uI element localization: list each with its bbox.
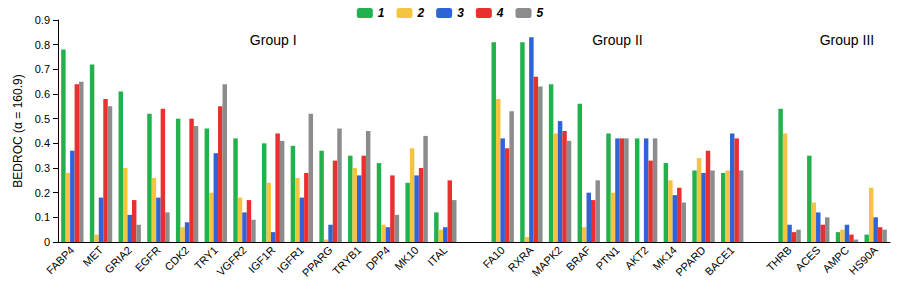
svg-text:MK14: MK14 xyxy=(650,243,680,273)
svg-text:ITAL: ITAL xyxy=(425,244,449,268)
svg-text:EGFR: EGFR xyxy=(133,244,163,274)
svg-text:4: 4 xyxy=(496,6,504,20)
svg-text:1: 1 xyxy=(378,6,385,20)
svg-text:PPARG: PPARG xyxy=(300,244,335,279)
svg-text:Group III: Group III xyxy=(820,32,874,48)
svg-text:CDK2: CDK2 xyxy=(162,244,191,273)
svg-text:AMPC: AMPC xyxy=(820,244,851,275)
svg-text:0: 0 xyxy=(44,236,50,248)
svg-text:MET: MET xyxy=(80,244,105,269)
svg-text:5: 5 xyxy=(537,6,544,20)
svg-text:TRYB1: TRYB1 xyxy=(330,244,363,277)
svg-text:3: 3 xyxy=(457,6,464,20)
svg-text:MK10: MK10 xyxy=(392,244,421,273)
svg-text:Group I: Group I xyxy=(250,32,297,48)
svg-text:FA10: FA10 xyxy=(480,244,507,271)
svg-text:PTN1: PTN1 xyxy=(593,244,621,272)
svg-text:2: 2 xyxy=(416,6,424,20)
svg-text:0.9: 0.9 xyxy=(35,14,50,26)
svg-text:DPP4: DPP4 xyxy=(363,244,392,273)
svg-text:ACES: ACES xyxy=(793,244,823,274)
svg-text:0.8: 0.8 xyxy=(35,39,50,51)
svg-text:HS90A: HS90A xyxy=(847,243,881,277)
svg-text:GRIA2: GRIA2 xyxy=(102,244,134,276)
svg-text:FABP4: FABP4 xyxy=(44,244,77,277)
svg-text:Group II: Group II xyxy=(592,32,643,48)
svg-text:RXRA: RXRA xyxy=(505,243,536,274)
svg-text:0.1: 0.1 xyxy=(35,211,50,223)
svg-text:IGFR1: IGFR1 xyxy=(274,243,307,276)
svg-text:TRY1: TRY1 xyxy=(191,243,220,272)
svg-text:0.4: 0.4 xyxy=(35,137,50,149)
svg-text:AKT2: AKT2 xyxy=(622,244,650,272)
svg-text:0.2: 0.2 xyxy=(35,187,50,199)
svg-text:BEDROC (α = 160.9): BEDROC (α = 160.9) xyxy=(11,74,25,187)
svg-text:BRAF: BRAF xyxy=(564,244,593,273)
svg-text:IGF1R: IGF1R xyxy=(246,244,277,275)
svg-text:BACE1: BACE1 xyxy=(702,244,736,278)
svg-text:PPARD: PPARD xyxy=(673,244,708,279)
svg-text:MAPK2: MAPK2 xyxy=(529,244,564,279)
svg-text:0.6: 0.6 xyxy=(35,88,50,100)
svg-text:0.3: 0.3 xyxy=(35,162,50,174)
svg-text:0.7: 0.7 xyxy=(35,63,50,75)
svg-text:VGFR2: VGFR2 xyxy=(214,244,248,278)
svg-text:THRB: THRB xyxy=(764,244,794,274)
svg-text:0.5: 0.5 xyxy=(35,113,50,125)
